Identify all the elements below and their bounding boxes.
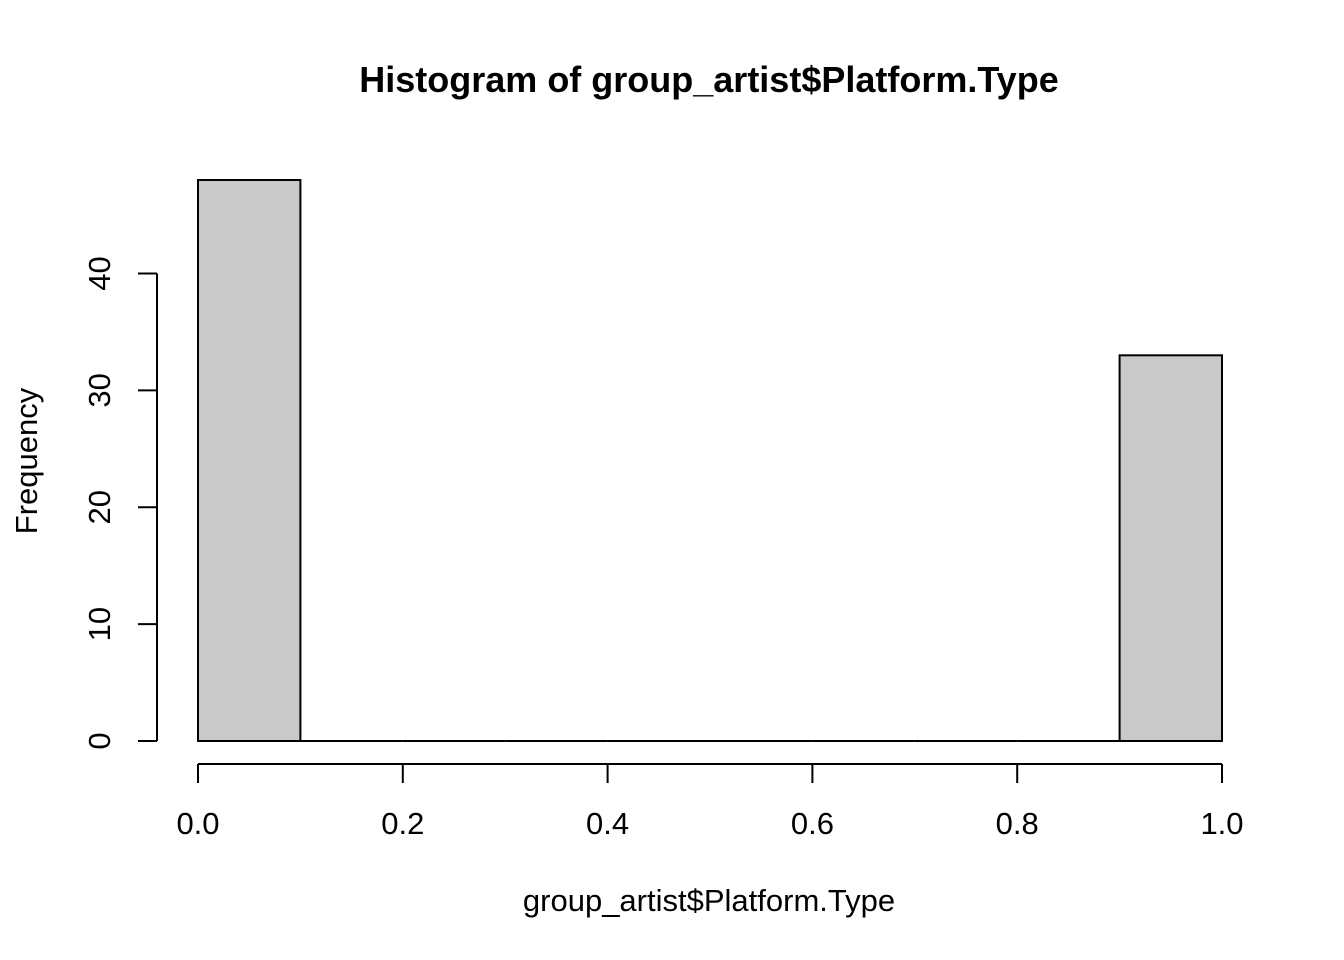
y-axis-label: Frequency xyxy=(9,387,44,534)
x-tick-label: 1.0 xyxy=(1200,806,1243,841)
histogram-bar xyxy=(197,179,302,742)
x-tick-label: 0.2 xyxy=(381,806,424,841)
y-tick-label: 20 xyxy=(82,490,117,524)
x-tick-label: 0.6 xyxy=(791,806,834,841)
x-axis-label: group_artist$Platform.Type xyxy=(523,883,895,918)
x-tick-label: 0.4 xyxy=(586,806,629,841)
x-tick-label: 0.0 xyxy=(176,806,219,841)
chart-title: Histogram of group_artist$Platform.Type xyxy=(359,59,1058,100)
y-axis: 0 10 20 30 40 xyxy=(82,256,158,750)
histogram-bar xyxy=(1118,354,1223,742)
x-axis: 0.0 0.2 0.4 0.6 0.8 1.0 xyxy=(176,763,1244,841)
y-tick-label: 10 xyxy=(82,607,117,641)
y-tick-label: 40 xyxy=(82,256,117,290)
y-tick-label: 30 xyxy=(82,373,117,407)
x-tick-label: 0.8 xyxy=(996,806,1039,841)
y-tick-label: 0 xyxy=(82,732,117,749)
bars-group xyxy=(197,179,1223,742)
